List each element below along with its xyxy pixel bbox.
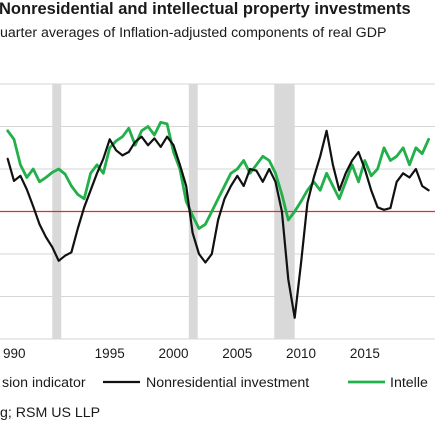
legend: sion indicator Nonresidential investment I… bbox=[2, 375, 428, 391]
x-tick-label: 1995 bbox=[95, 346, 125, 361]
x-tick-label: 990 bbox=[3, 346, 26, 361]
x-tick-label: 2010 bbox=[286, 346, 316, 361]
chart-subtitle: uarter averages of Inflation-adjusted co… bbox=[0, 25, 387, 41]
legend-label-intellectual: Intelle bbox=[390, 375, 428, 391]
x-axis-tick-labels: 990 1995 2000 2005 2010 2015 bbox=[3, 346, 380, 361]
x-tick-label: 2000 bbox=[158, 346, 188, 361]
x-tick-label: 2005 bbox=[222, 346, 252, 361]
series-lines bbox=[6, 120, 430, 319]
source-note: g; RSM US LLP bbox=[0, 405, 101, 421]
x-tick-label: 2015 bbox=[350, 346, 380, 361]
legend-label-recession: sion indicator bbox=[2, 375, 86, 391]
nonresidential-series-line bbox=[6, 129, 430, 319]
legend-label-nonresidential: Nonresidential investment bbox=[146, 375, 309, 391]
gridlines bbox=[0, 83, 435, 340]
chart-title: Nonresidential and intellectual property… bbox=[0, 0, 411, 18]
intellectual-series-line bbox=[6, 120, 430, 230]
